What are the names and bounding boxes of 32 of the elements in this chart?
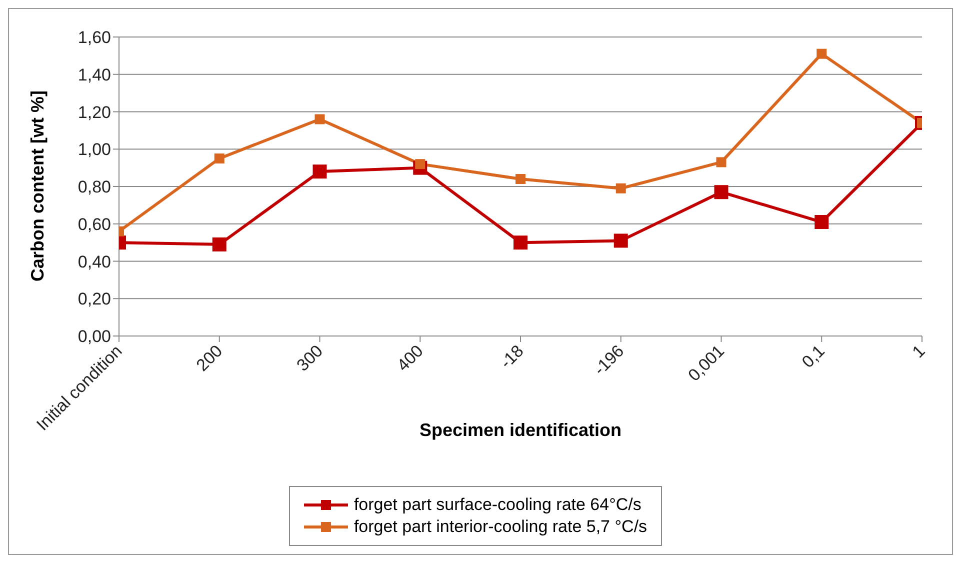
point — [212, 237, 226, 252]
point — [516, 174, 526, 184]
x-tick-label: 200 — [192, 341, 226, 375]
y-tick-label: 1,40 — [78, 65, 111, 84]
y-tick-label: 1,20 — [78, 102, 111, 122]
legend-label: forget part interior-cooling rate 5,7 °C/s — [354, 517, 648, 537]
point — [716, 157, 726, 168]
x-tick-label: 0,1 — [798, 341, 828, 372]
x-tick-label: 300 — [293, 341, 327, 375]
x-tick-label: 400 — [393, 341, 427, 375]
y-tick-label: 0,40 — [78, 252, 111, 272]
y-tick-label: 0,80 — [78, 178, 111, 197]
point — [614, 234, 628, 248]
legend-label: forget part surface-cooling rate 64°C/s — [354, 495, 642, 515]
x-tick-label: -196 — [590, 341, 628, 379]
point — [314, 114, 325, 124]
x-tick-label: 1 — [908, 341, 929, 362]
point — [714, 185, 728, 200]
x-tick-label: -18 — [496, 341, 528, 372]
point — [214, 153, 224, 164]
point — [616, 183, 626, 194]
point — [814, 215, 829, 230]
point — [816, 48, 827, 59]
y-tick-label: 1,60 — [78, 28, 111, 48]
x-axis-title: Specimen identification — [419, 420, 622, 440]
y-tick-label: 1,00 — [78, 140, 111, 160]
y-tick-label: 0,60 — [78, 214, 111, 234]
point — [312, 164, 327, 179]
y-axis-title: Carbon content [wt %] — [27, 90, 48, 282]
y-tick-label: 0,20 — [78, 290, 111, 309]
y-tick-label: 0,00 — [78, 327, 111, 346]
point — [514, 236, 528, 250]
